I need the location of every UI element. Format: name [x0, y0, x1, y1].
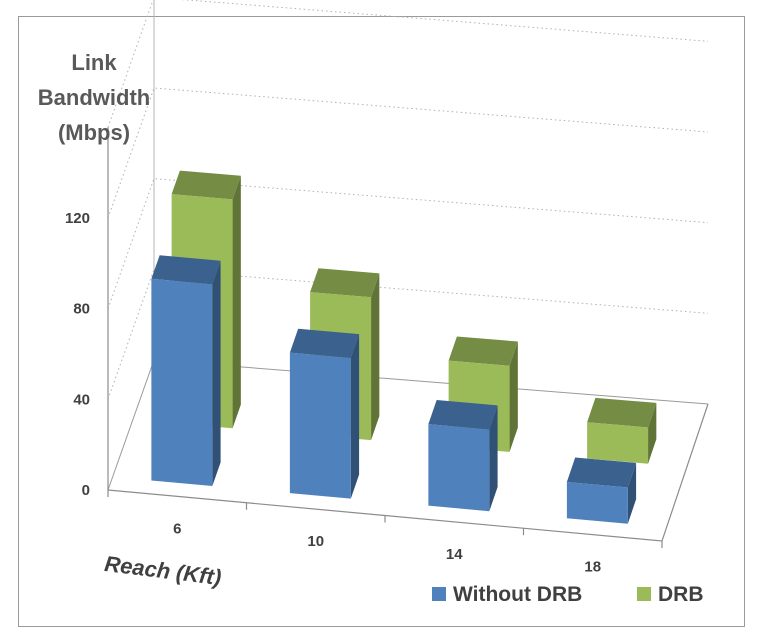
bar-top: [289, 328, 360, 359]
y-axis-title: Link Bandwidth (Mbps): [38, 50, 150, 145]
bar-top: [587, 397, 657, 428]
bar-side: [212, 260, 221, 487]
legend-swatch-drb: [637, 587, 651, 601]
legend: Without DRB DRB: [432, 583, 704, 606]
bar-top: [566, 457, 637, 488]
bar-without-drb-14: [428, 399, 498, 512]
bar-top: [310, 268, 380, 298]
x-tick-label: 18: [584, 559, 601, 576]
bar-side: [371, 273, 380, 441]
x-tick-label: 6: [173, 520, 181, 537]
y-axis-title-line-2: Bandwidth: [38, 85, 150, 110]
bar-front: [587, 422, 649, 464]
y-tick-label: 0: [82, 482, 90, 499]
x-tick-labels: 6 10 14 18: [173, 520, 601, 575]
legend-swatch-without-drb: [432, 587, 446, 601]
bar-side: [350, 334, 360, 499]
y-tick-label: 40: [73, 391, 90, 408]
bar-without-drb-18: [566, 457, 637, 524]
bar-top: [448, 336, 518, 366]
bar-without-drb-10: [289, 328, 360, 499]
gridline: [107, 178, 709, 309]
bar-side: [489, 405, 498, 512]
bar-front: [289, 352, 351, 499]
bar-front: [151, 278, 213, 487]
bar-side: [627, 462, 637, 524]
bar-side: [648, 402, 657, 464]
y-tick-label: 80: [73, 301, 90, 318]
gridline: [107, 268, 709, 400]
bar-side: [509, 341, 518, 452]
bar-front: [428, 424, 490, 512]
bar-top: [428, 399, 498, 430]
y-axis-title-line-1: Link: [71, 50, 117, 75]
chart-frame: [18, 16, 745, 627]
bar-top: [151, 255, 221, 285]
bar-drb-18: [587, 397, 657, 464]
gridline: [107, 87, 709, 219]
bars: [151, 170, 657, 524]
bar-front: [566, 481, 628, 524]
y-tick-labels: 0 40 80 120: [65, 210, 90, 499]
x-tick-label: 14: [446, 546, 463, 563]
bar-top: [171, 170, 241, 200]
gridline: [107, 0, 709, 128]
y-tick-label: 120: [65, 210, 90, 227]
bar-without-drb-6: [151, 255, 221, 487]
legend-label-drb: DRB: [658, 583, 704, 606]
x-tick-label: 10: [307, 533, 324, 550]
x-axis-title: Reach (Kft): [103, 551, 223, 590]
y-axis-title-line-3: (Mbps): [58, 120, 130, 145]
legend-label-without-drb: Without DRB: [453, 583, 582, 606]
bar-side: [232, 175, 241, 429]
